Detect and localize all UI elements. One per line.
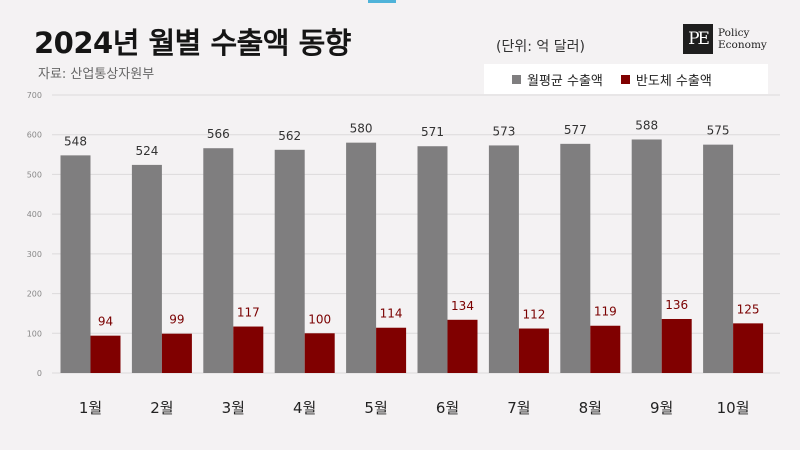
bar-total bbox=[417, 146, 448, 373]
bar-total bbox=[203, 148, 234, 373]
data-label-total: 571 bbox=[421, 125, 444, 139]
data-label-total: 548 bbox=[64, 134, 87, 148]
data-label-total: 588 bbox=[635, 118, 658, 132]
bar-semiconductor bbox=[233, 326, 264, 373]
x-tick-label: 4월 bbox=[293, 399, 316, 417]
legend-swatch-semiconductor bbox=[620, 74, 630, 84]
bar-total bbox=[488, 145, 519, 373]
bar-total bbox=[60, 155, 91, 373]
data-label-total: 524 bbox=[135, 144, 158, 158]
data-label-semiconductor: 136 bbox=[665, 298, 688, 312]
bar-semiconductor bbox=[90, 335, 121, 373]
bar-semiconductor bbox=[518, 328, 549, 373]
logo-line2: Economy bbox=[718, 39, 767, 51]
data-label-total: 566 bbox=[207, 127, 230, 141]
x-tick-label: 9월 bbox=[650, 399, 673, 417]
data-label-total: 575 bbox=[707, 124, 730, 138]
top-accent-bar bbox=[368, 0, 396, 3]
data-label-total: 580 bbox=[350, 122, 373, 136]
source-note: 자료: 산업통상자원부 bbox=[38, 67, 155, 82]
data-label-semiconductor: 114 bbox=[380, 307, 403, 321]
x-tick-label: 8월 bbox=[579, 399, 602, 417]
data-label-semiconductor: 134 bbox=[451, 299, 474, 313]
bar-semiconductor bbox=[304, 333, 335, 373]
x-tick-label: 6월 bbox=[436, 399, 459, 417]
data-label-semiconductor: 119 bbox=[594, 305, 617, 319]
data-label-total: 573 bbox=[492, 124, 515, 138]
legend-label-total: 월평균 수출액 bbox=[527, 73, 603, 89]
bar-semiconductor bbox=[733, 323, 764, 373]
legend-item-total: 월평균 수출액 bbox=[512, 70, 603, 89]
bar-total bbox=[274, 149, 305, 373]
x-tick-label: 5월 bbox=[364, 399, 387, 417]
data-label-semiconductor: 117 bbox=[237, 306, 260, 320]
x-tick-label: 2월 bbox=[150, 399, 173, 417]
data-label-total: 577 bbox=[564, 123, 587, 137]
y-tick-label: 500 bbox=[27, 170, 42, 179]
logo-line1: Policy bbox=[718, 27, 750, 39]
data-label-semiconductor: 94 bbox=[98, 315, 113, 329]
chart-title: 2024년 월별 수출액 동향 bbox=[34, 26, 351, 60]
legend-label-semiconductor: 반도체 수출액 bbox=[635, 73, 712, 89]
y-tick-label: 600 bbox=[27, 131, 42, 140]
bar-semiconductor bbox=[661, 318, 692, 373]
bar-total bbox=[631, 139, 662, 373]
bar-semiconductor bbox=[590, 325, 621, 373]
bar-total bbox=[346, 142, 377, 373]
data-label-semiconductor: 125 bbox=[737, 302, 760, 316]
y-tick-label: 0 bbox=[37, 369, 42, 378]
unit-label: (단위: 억 달러) bbox=[496, 39, 585, 55]
x-tick-label: 10월 bbox=[717, 399, 750, 417]
bar-total bbox=[131, 164, 162, 373]
data-label-semiconductor: 112 bbox=[522, 308, 545, 322]
data-label-semiconductor: 99 bbox=[169, 313, 184, 327]
y-tick-label: 700 bbox=[27, 91, 42, 100]
data-label-total: 562 bbox=[278, 129, 301, 143]
bar-total bbox=[703, 144, 734, 373]
x-tick-label: 7월 bbox=[507, 399, 530, 417]
logo-mark: PE bbox=[683, 24, 713, 54]
bar-semiconductor bbox=[447, 319, 478, 373]
y-tick-label: 200 bbox=[27, 290, 42, 299]
y-tick-label: 100 bbox=[27, 329, 42, 338]
policy-economy-logo: PE Policy Economy bbox=[683, 22, 767, 56]
y-tick-label: 300 bbox=[27, 250, 42, 259]
legend: 월평균 수출액 반도체 수출액 bbox=[484, 64, 768, 94]
bar-total bbox=[560, 143, 591, 373]
data-label-semiconductor: 100 bbox=[308, 312, 331, 326]
bar-semiconductor bbox=[376, 327, 407, 373]
y-tick-label: 400 bbox=[27, 210, 42, 219]
legend-item-semiconductor: 반도체 수출액 bbox=[620, 70, 712, 89]
bar-semiconductor bbox=[161, 333, 192, 373]
x-tick-label: 1월 bbox=[79, 399, 102, 417]
legend-swatch-total bbox=[512, 74, 521, 84]
logo-text: Policy Economy bbox=[718, 27, 767, 51]
x-tick-label: 3월 bbox=[222, 399, 245, 417]
